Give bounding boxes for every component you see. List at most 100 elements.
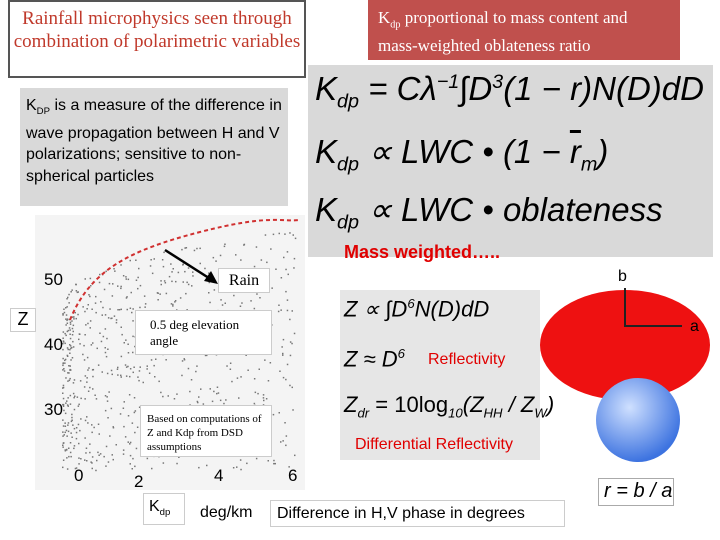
scatter-dot — [68, 455, 70, 458]
scatter-dot — [70, 420, 73, 423]
scatter-dot — [287, 273, 289, 276]
scatter-dot — [74, 311, 76, 314]
scatter-dot — [67, 329, 70, 332]
scatter-dot — [108, 282, 111, 285]
scatter-dot — [62, 337, 64, 339]
equation: Kdp ∝ LWC • (1 − rm) — [315, 132, 608, 177]
scatter-dot — [176, 462, 178, 465]
scatter-dot — [98, 433, 100, 435]
scatter-dot — [62, 405, 65, 407]
scatter-dot — [282, 352, 284, 355]
scatter-dot — [121, 333, 123, 336]
scatter-dot — [102, 306, 104, 309]
scatter-dot — [87, 390, 90, 392]
scatter-dot — [275, 268, 277, 270]
scatter-dot — [65, 334, 67, 337]
scatter-dot — [95, 295, 97, 298]
scatter-dot — [219, 254, 222, 257]
scatter-dot — [259, 297, 261, 299]
scatter-dot — [62, 397, 65, 400]
scatter-dot — [132, 371, 134, 374]
scatter-dot — [280, 309, 282, 311]
scatter-dot — [138, 379, 140, 382]
equation-panel — [308, 65, 713, 257]
scatter-dot — [125, 339, 127, 341]
note: Mass weighted….. — [344, 242, 501, 262]
scatter-dot — [107, 417, 109, 419]
oblate-drop — [540, 290, 710, 400]
scatter-dot — [62, 403, 64, 406]
x-label: 0 — [74, 466, 84, 485]
text: dp — [390, 19, 401, 31]
scatter-dot — [162, 395, 164, 398]
scatter-dot — [92, 388, 94, 390]
scatter-dot — [78, 442, 80, 445]
scatter-dot — [75, 437, 78, 440]
scatter-dot — [199, 262, 201, 265]
scatter-dot — [286, 309, 289, 312]
scatter-dot — [271, 287, 273, 289]
scatter-dot — [79, 343, 81, 345]
x-unit: Kdp — [143, 493, 185, 525]
z-panel — [340, 290, 540, 460]
x-label: 6 — [288, 466, 298, 485]
scatter-dot — [132, 457, 134, 460]
scatter-dot — [78, 403, 80, 406]
scatter-dot — [146, 368, 148, 370]
scatter-dot — [221, 304, 224, 306]
text: m — [580, 153, 598, 176]
scatter-dot — [282, 338, 285, 341]
text: r — [569, 133, 581, 170]
text: ∫ — [459, 70, 469, 107]
scatter-dot — [123, 342, 125, 344]
scatter-dot — [273, 462, 275, 465]
scatter-dot — [286, 363, 289, 366]
scatter-dot — [75, 427, 78, 429]
scatter-dot — [293, 257, 296, 260]
scatter-dot — [247, 369, 249, 371]
scatter-dot — [139, 284, 142, 287]
text: (Z — [462, 392, 484, 417]
scatter-dot — [182, 281, 184, 283]
scatter-dot — [132, 308, 134, 310]
scatter-dot — [86, 356, 89, 359]
text: dr — [357, 405, 370, 421]
scatter-dot — [233, 294, 235, 297]
scatter-dot — [223, 245, 226, 248]
scatter-dot — [95, 311, 97, 314]
scatter-dot — [134, 431, 136, 434]
text: K — [315, 70, 338, 107]
x-label: 2 — [134, 472, 144, 491]
scatter-dot — [174, 301, 176, 303]
scatter-dot — [146, 457, 149, 460]
scatter-dot — [187, 267, 190, 269]
scatter-dot — [229, 368, 232, 370]
scatter-dot — [84, 278, 86, 280]
text: dp — [337, 211, 360, 234]
scatter-dot — [62, 431, 64, 433]
scatter-dot — [78, 338, 80, 341]
scatter-dot — [64, 425, 67, 427]
scatter-dot — [105, 270, 107, 273]
scatter-dot — [88, 367, 90, 369]
scatter-dot — [132, 320, 134, 322]
scatter-dot — [71, 289, 73, 291]
scatter-dot — [95, 469, 97, 472]
scatter-dot — [66, 404, 69, 406]
scatter-dot — [181, 374, 183, 377]
text: / Z — [502, 392, 535, 417]
scatter-dot — [71, 320, 73, 322]
scatter-dot — [120, 287, 122, 290]
scatter-dot — [266, 261, 268, 264]
scatter-dot — [238, 397, 240, 399]
scatter-dot — [117, 366, 119, 369]
text: ∝ LWC • (1 − — [359, 133, 570, 170]
scatter-dot — [125, 366, 128, 368]
scatter-dot — [87, 422, 89, 424]
scatter-dot — [98, 281, 101, 284]
scatter-dot — [68, 302, 70, 304]
scatter-dot — [151, 272, 154, 275]
b-label: b — [618, 268, 627, 285]
scatter-dot — [253, 265, 256, 268]
scatter-dot — [264, 359, 266, 361]
